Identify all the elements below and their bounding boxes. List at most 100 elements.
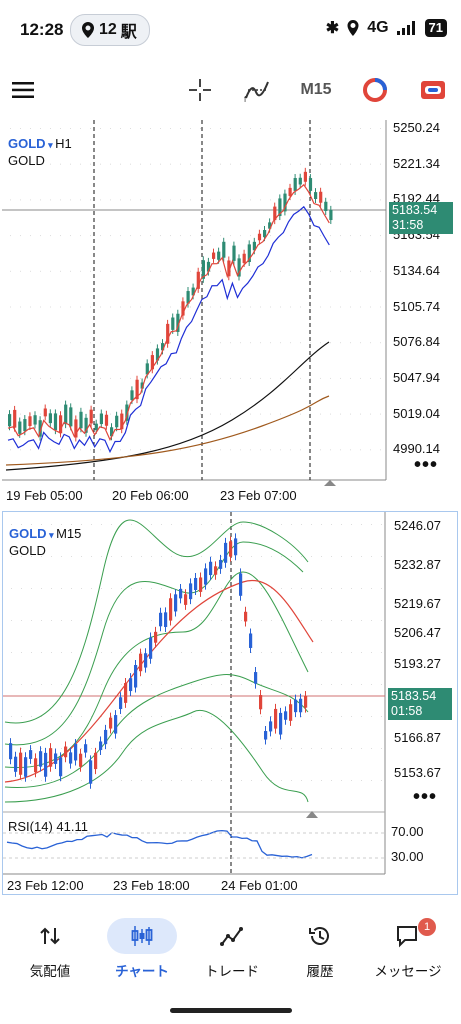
h1-grid-dot — [170, 306, 171, 308]
h1-grid-dot — [280, 449, 281, 451]
h1-price-tick: 5047.94 — [393, 369, 440, 385]
m15-grid-dot — [131, 588, 132, 589]
m15-grid-dot — [171, 588, 172, 589]
home-indicator[interactable] — [170, 1008, 292, 1013]
m15-grid-dot — [91, 588, 92, 589]
h1-grid-dot — [180, 377, 181, 379]
chart-pane-m15[interactable]: GOLD ▾ M15 GOLD 5246.07 5232.87 5219.67 520… — [2, 511, 458, 895]
m15-candle — [174, 594, 178, 612]
m15-grid-dot — [341, 620, 342, 621]
m15-grid-dot — [161, 588, 162, 589]
trade-button[interactable] — [358, 66, 392, 114]
h1-grid-dot — [280, 342, 281, 344]
h1-grid-dot — [380, 377, 381, 379]
nav-messages[interactable]: 1 メッセージ — [362, 912, 454, 980]
h1-grid-dot — [90, 128, 91, 129]
m15-grid-dot — [41, 780, 42, 781]
m15-grid-dot — [211, 556, 212, 557]
m15-candle — [254, 672, 258, 684]
h1-more-icon[interactable]: ••• — [414, 454, 439, 476]
h1-grid-dot — [190, 128, 191, 129]
h1-grid-dot — [350, 413, 351, 415]
m15-price-tick: 5206.47 — [394, 625, 441, 640]
h1-grid-dot — [380, 235, 381, 237]
h1-candle — [110, 427, 114, 437]
location-pin-icon — [82, 22, 94, 38]
h1-grid-dot — [170, 377, 171, 379]
h1-grid-dot — [20, 413, 21, 415]
m15-grid-dot — [51, 684, 52, 685]
m15-grid-dot — [81, 780, 82, 781]
h1-grid-dot — [230, 342, 231, 344]
h1-grid-dot — [370, 377, 371, 379]
m15-grid-dot — [241, 556, 242, 557]
indicators-icon: f — [244, 81, 269, 102]
h1-grid-dot — [60, 199, 61, 201]
m15-description: GOLD — [9, 543, 46, 558]
h1-grid-dot — [340, 199, 341, 201]
h1-grid-dot — [130, 163, 131, 165]
h1-ma-medium — [7, 205, 330, 454]
h1-grid-dot — [290, 163, 291, 165]
m15-grid-dot — [341, 684, 342, 685]
h1-grid-dot — [250, 235, 251, 237]
m15-grid-dot — [111, 556, 112, 557]
m15-candle — [119, 697, 123, 710]
h1-symbol: GOLD — [8, 136, 46, 151]
location-pill[interactable]: 12 駅 — [70, 14, 150, 46]
h1-grid-dot — [50, 449, 51, 451]
h1-symbol-label: GOLD ▾ H1 — [8, 136, 72, 151]
h1-time-tick: 23 Feb 07:00 — [220, 488, 297, 503]
m15-grid-dot — [261, 524, 262, 525]
m15-grid-dot — [241, 780, 242, 781]
m15-grid-dot — [21, 524, 22, 525]
chart-pane-h1[interactable]: GOLD ▾ H1 GOLD 5250.24 5221.34 5192.44 5163… — [2, 120, 458, 506]
h1-grid-dot — [60, 449, 61, 451]
m15-grid-dot — [351, 556, 352, 557]
h1-grid-dot — [320, 449, 321, 451]
h1-grid-dot — [360, 235, 361, 237]
h1-grid-dot — [380, 449, 381, 451]
m15-grid-dot — [21, 556, 22, 557]
crosshair-button[interactable] — [184, 66, 216, 114]
m15-candle — [159, 612, 163, 627]
h1-grid-dot — [190, 235, 191, 237]
h1-grid-dot — [50, 306, 51, 308]
h1-grid-dot — [180, 128, 181, 129]
m15-grid-dot — [31, 652, 32, 653]
timeframe-button[interactable]: M15 — [300, 81, 332, 98]
m15-grid-dot — [41, 556, 42, 557]
h1-grid-dot — [160, 377, 161, 379]
nav-history[interactable]: 履歴 — [274, 912, 366, 980]
h1-grid-dot — [120, 199, 121, 201]
h1-grid-dot — [260, 342, 261, 344]
h1-grid-dot — [330, 199, 331, 201]
m15-grid-dot — [121, 684, 122, 685]
h1-candle — [201, 260, 205, 279]
h1-grid-dot — [220, 449, 221, 451]
m15-grid-dot — [11, 588, 12, 589]
account-button[interactable] — [416, 66, 450, 114]
m15-grid-dot — [291, 780, 292, 781]
h1-grid-dot — [180, 199, 181, 201]
menu-button[interactable] — [6, 66, 40, 114]
h1-candle — [186, 291, 190, 304]
m15-grid-dot — [31, 588, 32, 589]
m15-grid-dot — [361, 556, 362, 557]
h1-grid-dot — [30, 270, 31, 272]
indicators-button[interactable]: f — [240, 66, 274, 114]
m15-chart-canvas[interactable] — [3, 512, 456, 893]
nav-trade[interactable]: トレード — [186, 912, 278, 980]
m15-grid-dot — [91, 716, 92, 717]
nav-quotes[interactable]: 気配値 — [4, 912, 96, 980]
m15-grid-dot — [201, 780, 202, 781]
h1-grid-dot — [210, 235, 211, 237]
h1-chart-canvas[interactable] — [2, 120, 458, 506]
m15-more-icon[interactable]: ••• — [413, 786, 438, 808]
m15-grid-dot — [191, 716, 192, 717]
m15-time-tick: 24 Feb 01:00 — [221, 878, 298, 893]
h1-grid-dot — [350, 377, 351, 379]
nav-chart[interactable]: チャート — [96, 912, 188, 980]
h1-grid-dot — [200, 128, 201, 129]
m15-grid-dot — [11, 716, 12, 717]
